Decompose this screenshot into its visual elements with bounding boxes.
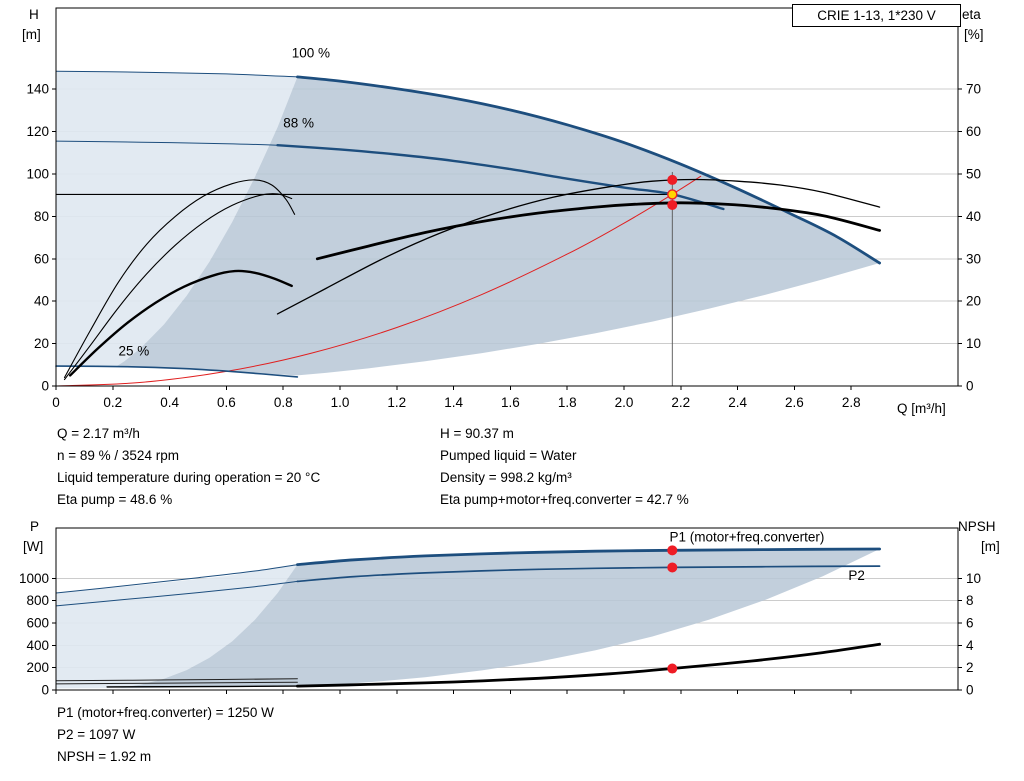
npsh-axis-unit: [m] — [981, 539, 1000, 554]
svg-text:0: 0 — [41, 683, 49, 698]
svg-text:0: 0 — [966, 683, 974, 698]
svg-text:50: 50 — [966, 166, 981, 181]
svg-text:1.2: 1.2 — [387, 395, 406, 410]
svg-text:1.4: 1.4 — [444, 395, 463, 410]
svg-text:2.2: 2.2 — [671, 395, 690, 410]
svg-text:200: 200 — [26, 660, 49, 675]
power-npsh-chart: 0 200 400 600 800 1000 0 2 4 6 8 10 P1 (motor+freq.c… — [19, 527, 981, 698]
svg-text:60: 60 — [966, 124, 981, 139]
p-axis-unit: [W] — [23, 539, 44, 554]
info-p2: P2 = 1097 W — [57, 727, 136, 742]
eta-axis-label: eta — [962, 7, 981, 22]
info-density: Density = 998.2 kg/m³ — [440, 470, 572, 485]
svg-text:800: 800 — [26, 593, 49, 608]
svg-text:2.6: 2.6 — [785, 395, 804, 410]
svg-text:6: 6 — [966, 615, 974, 630]
svg-text:20: 20 — [34, 336, 49, 351]
svg-text:2.8: 2.8 — [842, 395, 861, 410]
svg-text:8: 8 — [966, 593, 974, 608]
q-axis-label: Q [m³/h] — [897, 401, 946, 416]
svg-text:1000: 1000 — [19, 571, 49, 586]
power-info-column: P1 (motor+freq.converter) = 1250 W P2 = … — [57, 703, 274, 769]
svg-text:2.0: 2.0 — [615, 395, 634, 410]
svg-text:400: 400 — [26, 638, 49, 653]
svg-text:4: 4 — [966, 638, 974, 653]
svg-text:2: 2 — [966, 660, 974, 675]
svg-text:0.6: 0.6 — [217, 395, 236, 410]
svg-text:30: 30 — [966, 251, 981, 266]
svg-text:120: 120 — [26, 124, 49, 139]
duty-info-left-column: Q = 2.17 m³/h n = 89 % / 3524 rpm Liquid… — [57, 424, 320, 512]
info-eta-pump: Eta pump = 48.6 % — [57, 492, 173, 507]
pump-title-box: CRIE 1-13, 1*230 V — [792, 4, 961, 27]
svg-text:100: 100 — [26, 166, 49, 181]
svg-text:P1 (motor+freq.converter): P1 (motor+freq.converter) — [669, 529, 824, 544]
info-eta-total: Eta pump+motor+freq.converter = 42.7 % — [440, 492, 689, 507]
eta-axis-unit: [%] — [964, 27, 984, 42]
svg-text:1.0: 1.0 — [331, 395, 350, 410]
svg-text:0.2: 0.2 — [103, 395, 122, 410]
svg-text:40: 40 — [34, 294, 49, 309]
svg-text:0.8: 0.8 — [274, 395, 293, 410]
svg-text:100 %: 100 % — [292, 45, 330, 60]
svg-text:40: 40 — [966, 209, 981, 224]
svg-text:140: 140 — [26, 82, 49, 97]
svg-text:10: 10 — [966, 336, 981, 351]
svg-text:P2: P2 — [848, 568, 865, 583]
svg-text:0: 0 — [966, 379, 974, 394]
svg-text:1.8: 1.8 — [558, 395, 577, 410]
duty-info-right-column: H = 90.37 m Pumped liquid = Water Densit… — [440, 424, 689, 512]
svg-text:2.4: 2.4 — [728, 395, 747, 410]
npsh-axis-label: NPSH — [958, 519, 996, 534]
svg-text:0: 0 — [41, 379, 49, 394]
info-speed: n = 89 % / 3524 rpm — [57, 448, 179, 463]
h-axis-unit: [m] — [22, 27, 41, 42]
info-liquid: Pumped liquid = Water — [440, 448, 577, 463]
info-head: H = 90.37 m — [440, 426, 514, 441]
svg-text:70: 70 — [966, 82, 981, 97]
info-temperature: Liquid temperature during operation = 20… — [57, 470, 321, 485]
svg-text:1.6: 1.6 — [501, 395, 520, 410]
svg-text:10: 10 — [966, 571, 981, 586]
qh-eta-chart: 0 0.2 0.4 0.6 0.8 1.0 1.2 1.4 1.6 1.8 2.0 2.2 2.4 2.6… — [26, 7, 981, 410]
svg-text:0: 0 — [52, 395, 60, 410]
info-p1: P1 (motor+freq.converter) = 1250 W — [57, 705, 274, 720]
svg-text:60: 60 — [34, 251, 49, 266]
info-flow: Q = 2.17 m³/h — [57, 426, 140, 441]
svg-text:25 %: 25 % — [118, 343, 149, 358]
svg-text:88 %: 88 % — [283, 115, 314, 130]
svg-text:0.4: 0.4 — [160, 395, 179, 410]
svg-text:20: 20 — [966, 294, 981, 309]
h-axis-label: H — [29, 7, 39, 22]
info-npsh: NPSH = 1.92 m — [57, 749, 152, 764]
svg-text:600: 600 — [26, 615, 49, 630]
svg-text:80: 80 — [34, 209, 49, 224]
p-axis-label: P — [30, 519, 40, 534]
